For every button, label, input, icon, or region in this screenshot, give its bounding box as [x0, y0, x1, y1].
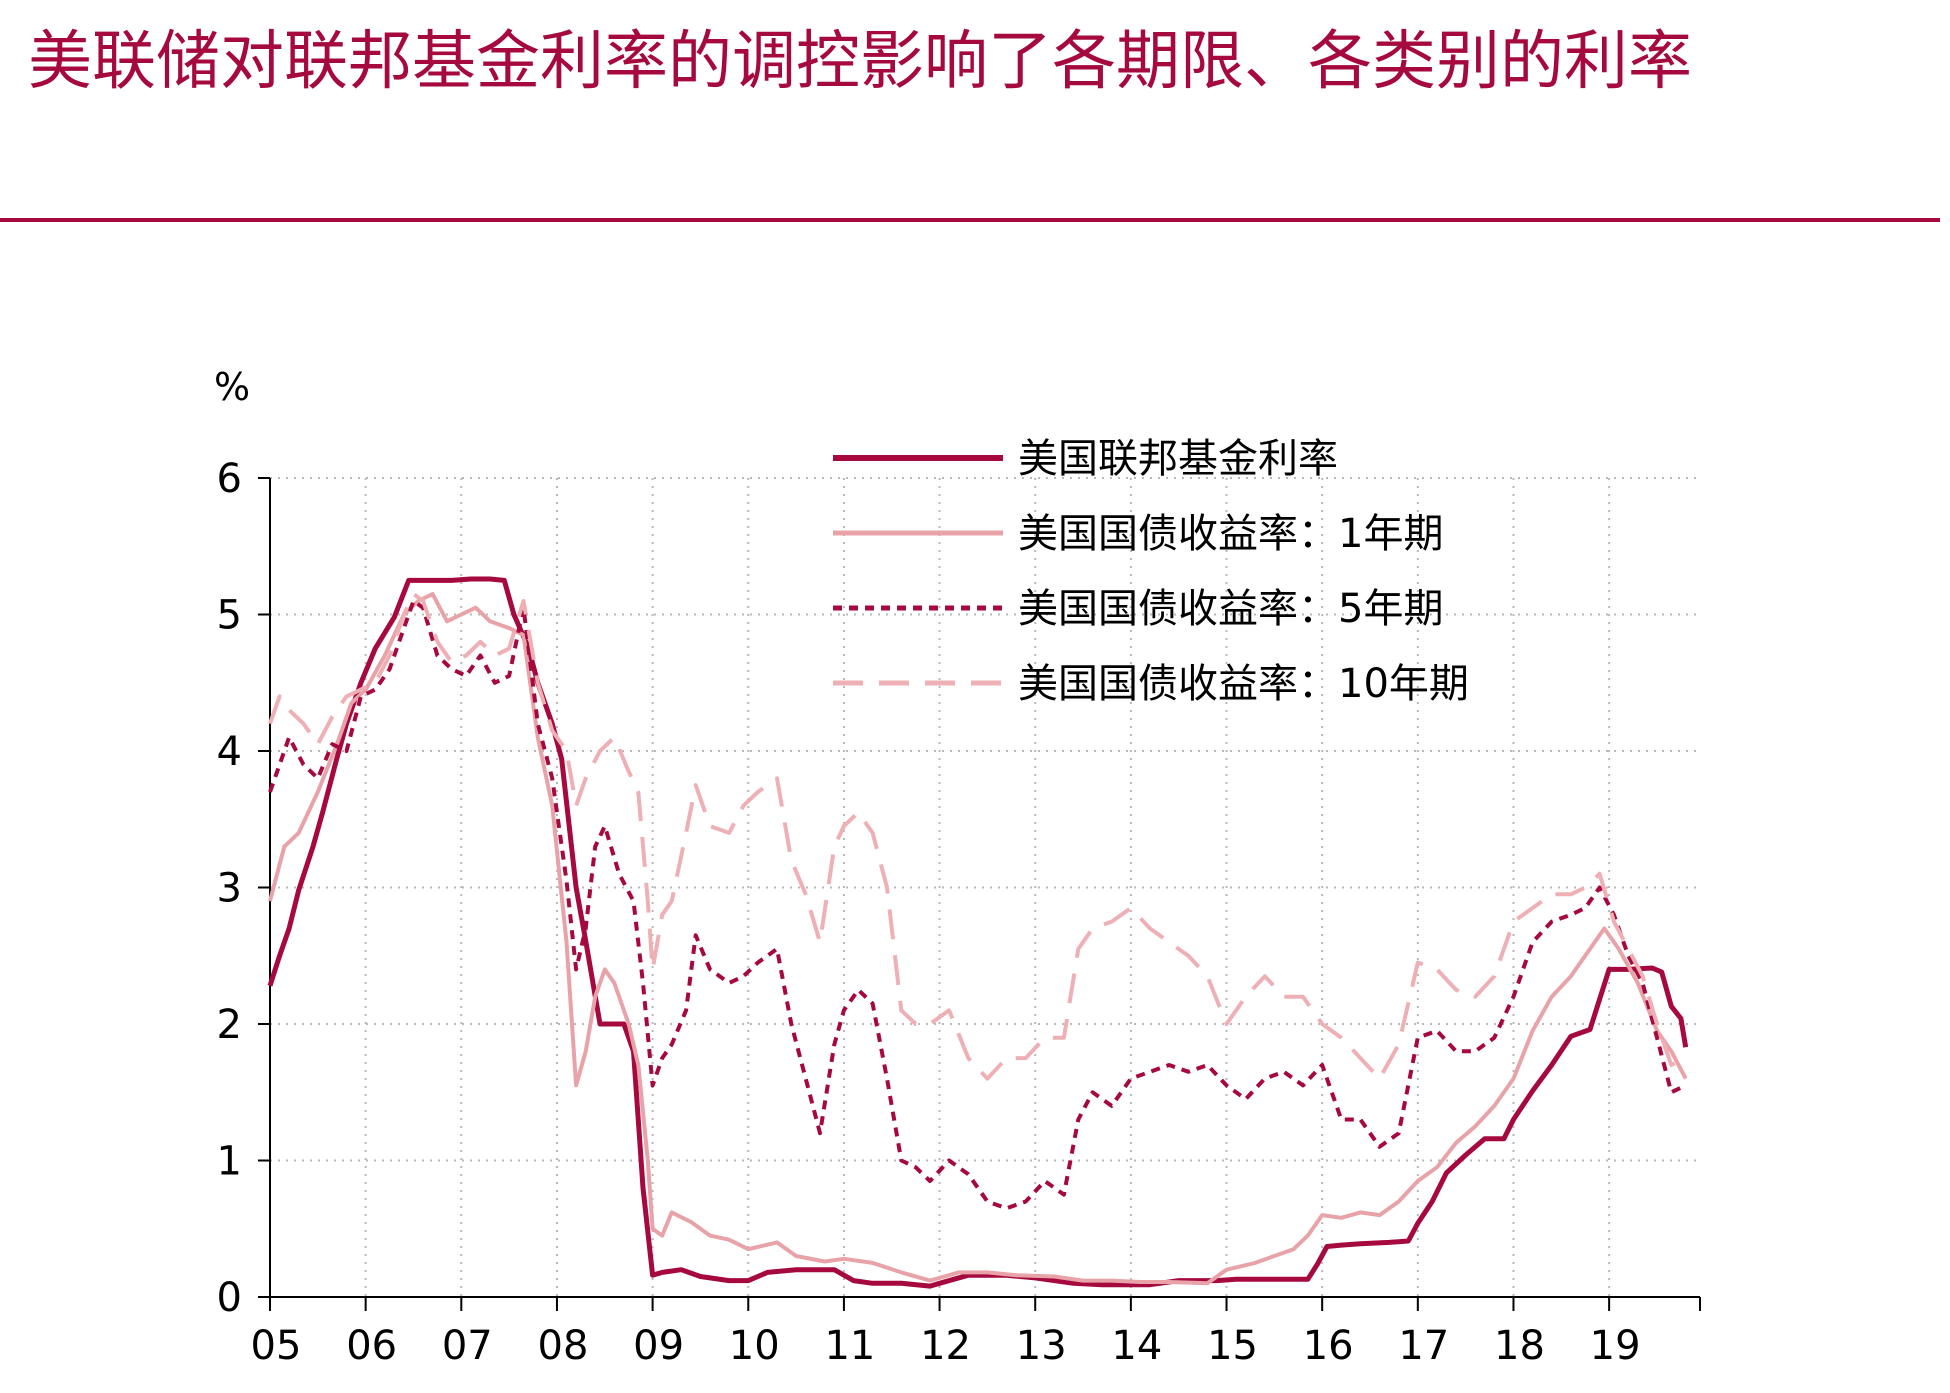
series-layer	[267, 576, 1689, 1289]
legend-label-4: 美国国债收益率：10年期	[1018, 661, 1469, 707]
x-tick-label: 09	[633, 1323, 684, 1369]
series-line-2	[268, 592, 1688, 1286]
x-tick-label: 12	[920, 1323, 971, 1369]
legend-label-3: 美国国债收益率：5年期	[1018, 586, 1443, 632]
y-tick-label: 2	[217, 1002, 242, 1048]
x-tick-label: 07	[442, 1323, 493, 1369]
x-tick-label: 17	[1398, 1323, 1449, 1369]
x-tick-label: 16	[1303, 1323, 1354, 1369]
legend-label-2: 美国国债收益率：1年期	[1018, 511, 1443, 557]
page-title: 美联储对联邦基金利率的调控影响了各期限、各类别的利率	[28, 25, 1692, 99]
series-line-1	[267, 576, 1689, 1289]
x-tick-label: 11	[824, 1323, 875, 1369]
grid-layer	[270, 477, 1700, 1297]
y-tick-label: 3	[217, 866, 242, 912]
x-tick-label: 08	[538, 1323, 589, 1369]
x-tick-label: 10	[729, 1323, 780, 1369]
y-tick-label: 6	[217, 456, 242, 502]
x-tick-label: 05	[251, 1323, 302, 1369]
series-line-3	[268, 598, 1687, 1211]
x-tick-label: 06	[346, 1323, 397, 1369]
x-tick-label: 15	[1207, 1323, 1258, 1369]
y-tick-label: 4	[217, 729, 242, 775]
y-axis-label: %	[214, 365, 250, 409]
y-tick-label: 0	[217, 1275, 242, 1321]
x-tick-label: 14	[1111, 1323, 1162, 1369]
legend: 美国联邦基金利率美国国债收益率：1年期美国国债收益率：5年期美国国债收益率：10…	[833, 436, 1469, 707]
x-tick-label: 18	[1494, 1323, 1545, 1369]
series-line-4	[268, 592, 1687, 1081]
legend-label-1: 美国联邦基金利率	[1018, 436, 1338, 482]
y-tick-label: 5	[217, 593, 242, 639]
y-tick-label: 1	[217, 1139, 242, 1185]
title-divider	[0, 218, 1940, 222]
x-tick-label: 13	[1016, 1323, 1067, 1369]
x-tick-label: 19	[1590, 1323, 1641, 1369]
